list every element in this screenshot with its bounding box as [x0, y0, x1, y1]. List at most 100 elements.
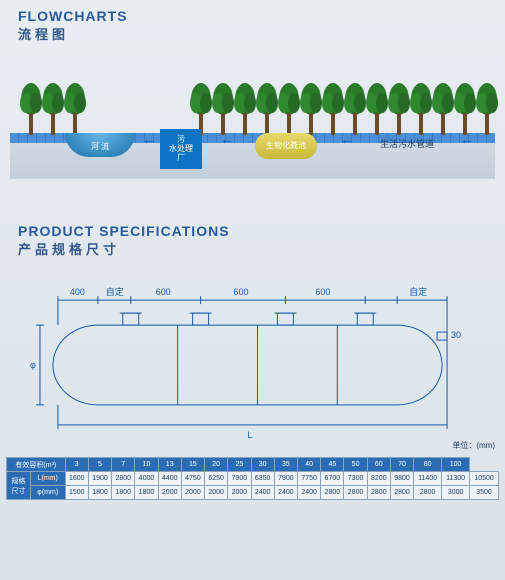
- tree-icon: [300, 83, 322, 135]
- flowchart-diagram: 河 流 污 水处理 厂 生物化粪池 生活污水管道 ← ← ← ←: [10, 71, 495, 201]
- phi-cell: 1800: [135, 486, 158, 500]
- cap-cell: 100: [442, 458, 470, 472]
- cap-cell: 3: [65, 458, 88, 472]
- cap-cell: 40: [297, 458, 320, 472]
- tree-icon: [366, 83, 388, 135]
- svg-text:L: L: [248, 430, 253, 440]
- phi-cell: 2800: [414, 486, 442, 500]
- tree-icon: [64, 83, 86, 135]
- L-cell: 4000: [135, 472, 158, 486]
- hdr-L: L(mm): [30, 472, 65, 486]
- phi-cell: 1500: [65, 486, 88, 500]
- svg-text:600: 600: [315, 287, 330, 297]
- tree-icon: [322, 83, 344, 135]
- L-cell: 11400: [414, 472, 442, 486]
- flow-title-zh: 流程图: [18, 24, 505, 43]
- cap-cell: 7: [112, 458, 135, 472]
- plant-line2: 水处理: [169, 144, 193, 153]
- phi-cell: 2000: [205, 486, 228, 500]
- phi-cell: 2400: [274, 486, 297, 500]
- phi-cell: 2800: [344, 486, 367, 500]
- bio-tank: 生物化粪池: [255, 133, 317, 159]
- L-cell: 1900: [88, 472, 111, 486]
- tree-icon: [256, 83, 278, 135]
- phi-cell: 2400: [251, 486, 274, 500]
- phi-cell: 2000: [158, 486, 181, 500]
- tree-icon: [388, 83, 410, 135]
- L-cell: 6250: [205, 472, 228, 486]
- L-cell: 7750: [297, 472, 320, 486]
- tree-icon: [190, 83, 212, 135]
- tree-icon: [42, 83, 64, 135]
- L-cell: 7300: [344, 472, 367, 486]
- pipe-label: 生活污水管道: [380, 137, 434, 150]
- cap-cell: 50: [344, 458, 367, 472]
- tree-icon: [432, 83, 454, 135]
- spec-diagram: 400 自定 600 600 600 自定 30 φ L: [28, 270, 477, 440]
- phi-cell: 2000: [181, 486, 204, 500]
- phi-cell: 2800: [390, 486, 413, 500]
- tree-icon: [476, 83, 498, 135]
- L-cell: 6350: [251, 472, 274, 486]
- cap-cell: 5: [88, 458, 111, 472]
- L-cell: 8200: [367, 472, 390, 486]
- phi-cell: 3500: [470, 486, 499, 500]
- cap-cell: 15: [181, 458, 204, 472]
- plant-line1: 污: [177, 135, 185, 144]
- treatment-plant: 污 水处理 厂: [160, 129, 202, 169]
- tree-icon: [212, 83, 234, 135]
- phi-cell: 2800: [367, 486, 390, 500]
- tree-icon: [454, 83, 476, 135]
- phi-cell: 2800: [321, 486, 344, 500]
- tree-icon: [20, 83, 42, 135]
- spec-title-en: PRODUCT SPECIFICATIONS: [18, 223, 505, 239]
- svg-text:自定: 自定: [106, 286, 124, 297]
- flow-title-en: FLOWCHARTS: [18, 8, 505, 24]
- cap-cell: 70: [390, 458, 413, 472]
- svg-text:自定: 自定: [409, 286, 427, 297]
- cap-cell: 60: [367, 458, 390, 472]
- tree-icon: [278, 83, 300, 135]
- spec-table: 有效容积(m³)35710131520253035404550607080100…: [6, 457, 499, 500]
- svg-text:600: 600: [234, 287, 249, 297]
- hdr-phi: φ(mm): [30, 486, 65, 500]
- cap-cell: 13: [158, 458, 181, 472]
- tree-icon: [344, 83, 366, 135]
- svg-text:30: 30: [451, 330, 461, 340]
- L-cell: 6700: [321, 472, 344, 486]
- cap-cell: 20: [205, 458, 228, 472]
- arrow-icon: ←: [340, 131, 354, 147]
- L-cell: 4750: [181, 472, 204, 486]
- svg-text:600: 600: [156, 287, 171, 297]
- arrow-icon: ←: [220, 131, 234, 147]
- tree-icon: [410, 83, 432, 135]
- cap-cell: 10: [135, 458, 158, 472]
- phi-cell: 2400: [297, 486, 320, 500]
- phi-cell: 1800: [112, 486, 135, 500]
- phi-cell: 1800: [88, 486, 111, 500]
- table-unit: 单位：(mm): [10, 440, 495, 451]
- plant-line3: 厂: [177, 153, 185, 162]
- svg-text:400: 400: [70, 287, 85, 297]
- L-cell: 11300: [442, 472, 470, 486]
- hdr-capacity: 有效容积(m³): [7, 458, 66, 472]
- tree-icon: [234, 83, 256, 135]
- hdr-spec: 规格尺寸: [7, 472, 31, 500]
- cap-cell: 45: [321, 458, 344, 472]
- L-cell: 7900: [274, 472, 297, 486]
- svg-text:φ: φ: [30, 360, 36, 370]
- cap-cell: 80: [414, 458, 442, 472]
- spec-title-zh: 产品规格尺寸: [18, 239, 505, 258]
- phi-cell: 3000: [442, 486, 470, 500]
- arrow-icon: ←: [142, 131, 156, 147]
- L-cell: 2800: [112, 472, 135, 486]
- L-cell: 10500: [470, 472, 499, 486]
- phi-cell: 2000: [228, 486, 251, 500]
- L-cell: 7900: [228, 472, 251, 486]
- arrow-icon: ←: [460, 131, 474, 147]
- L-cell: 9800: [390, 472, 413, 486]
- L-cell: 4400: [158, 472, 181, 486]
- cap-cell: 30: [251, 458, 274, 472]
- cap-cell: 35: [274, 458, 297, 472]
- L-cell: 1600: [65, 472, 88, 486]
